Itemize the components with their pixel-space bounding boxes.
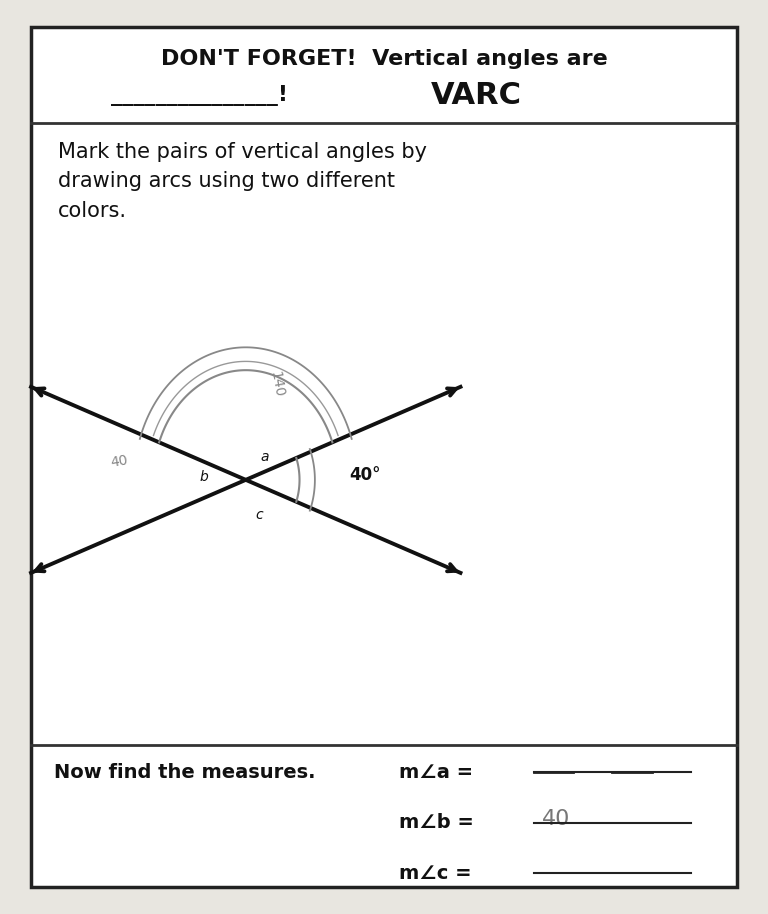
Text: m∠a =: m∠a = xyxy=(399,763,474,782)
FancyBboxPatch shape xyxy=(31,27,737,887)
Text: 40: 40 xyxy=(541,809,570,829)
Text: DON'T FORGET!  Vertical angles are: DON'T FORGET! Vertical angles are xyxy=(161,49,607,69)
Text: a: a xyxy=(260,450,270,464)
Text: 40°: 40° xyxy=(349,466,381,484)
Text: b: b xyxy=(199,470,208,484)
Text: m∠b =: m∠b = xyxy=(399,813,474,833)
Text: 140: 140 xyxy=(267,369,286,399)
Text: 40: 40 xyxy=(109,453,129,470)
Text: Now find the measures.: Now find the measures. xyxy=(54,763,315,782)
Text: VARC: VARC xyxy=(431,80,521,110)
Text: Mark the pairs of vertical angles by
drawing arcs using two different
colors.: Mark the pairs of vertical angles by dra… xyxy=(58,142,426,221)
Text: _______________!: _______________! xyxy=(111,85,288,105)
Text: m∠c =: m∠c = xyxy=(399,864,472,883)
Text: c: c xyxy=(256,507,263,522)
